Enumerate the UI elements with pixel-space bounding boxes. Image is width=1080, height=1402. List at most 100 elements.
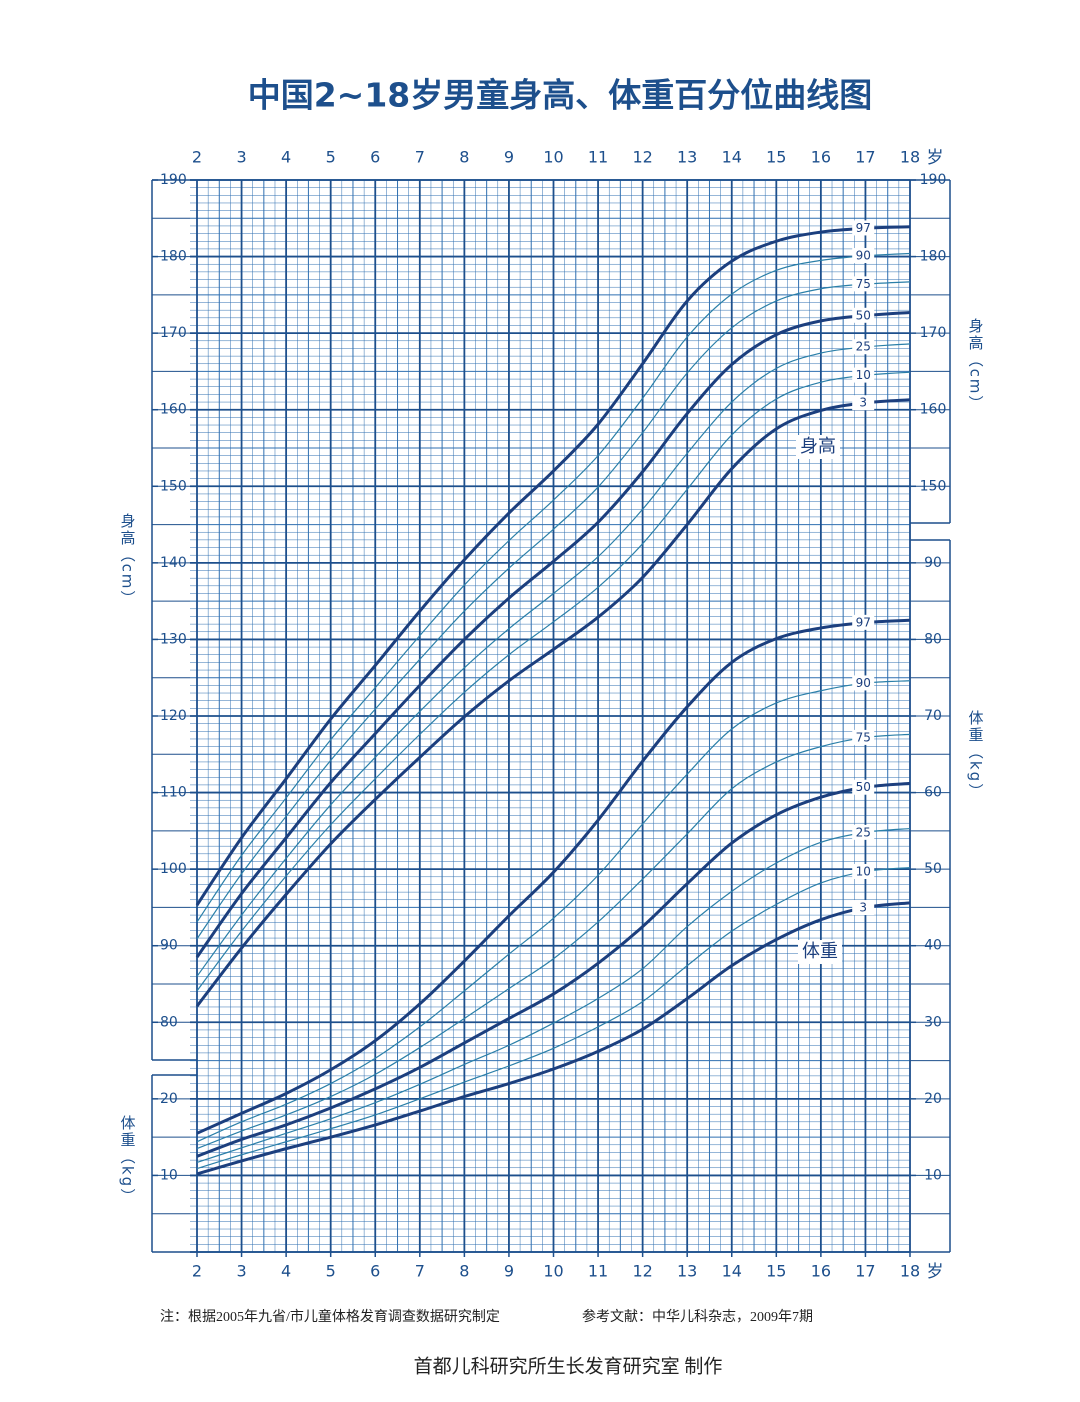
- y-tick-label: 20: [160, 1091, 178, 1107]
- y-tick-label: 10: [160, 1167, 178, 1183]
- label-bg: [852, 824, 875, 840]
- percentile-curve: [196, 781, 911, 1158]
- x-tick-label: 15: [766, 148, 786, 167]
- percentile-label: 90: [856, 676, 871, 690]
- x-tick-label: 9: [504, 1262, 514, 1281]
- percentile-label: 75: [856, 277, 871, 291]
- percentile-curve: [196, 827, 911, 1163]
- percentile-label: 97: [856, 221, 871, 235]
- x-tick-label: 14: [722, 148, 742, 167]
- percentile-label: 25: [856, 825, 871, 839]
- x-tick-label: 10: [543, 148, 563, 167]
- percentile-label: 3: [859, 396, 867, 410]
- x-tick-label: 11: [588, 148, 608, 167]
- y-tick-label: 140: [160, 555, 187, 571]
- label-bg: [852, 900, 875, 916]
- note: 参考文献：中华儿科杂志，2009年7期: [582, 1308, 813, 1325]
- y-tick-label-right: 50: [924, 861, 942, 877]
- label-bg: [852, 864, 875, 880]
- y-axis-label-right: 体重（kg）: [967, 710, 985, 800]
- y-axis-label-right: 身高（cm）: [967, 318, 985, 413]
- percentile-label: 50: [856, 308, 871, 322]
- percentile-curve: [196, 733, 911, 1150]
- label-bg: [852, 276, 875, 292]
- label-bg: [852, 729, 875, 745]
- x-tick-label: 17: [855, 148, 875, 167]
- x-tick-label: 9: [504, 148, 514, 167]
- x-tick-label: 3: [236, 148, 246, 167]
- percentile-curve: [196, 680, 911, 1143]
- curves: [196, 618, 911, 1176]
- y-tick-label: 190: [160, 172, 187, 188]
- x-tick-label: 18: [900, 148, 920, 167]
- x-tick-label: 7: [415, 1262, 425, 1281]
- grid: [152, 179, 950, 1253]
- x-tick-label: 4: [281, 1262, 291, 1281]
- label-bg: [852, 779, 875, 795]
- x-tick-label: 5: [326, 148, 336, 167]
- percentile-label: 10: [856, 368, 871, 382]
- x-tick-label: 12: [632, 148, 652, 167]
- y-tick-label-right: 170: [920, 325, 947, 341]
- percentile-label: 10: [856, 865, 871, 879]
- y-tick-label: 160: [160, 402, 187, 418]
- x-tick-label: 10: [543, 1262, 563, 1281]
- x-tick-label: 13: [677, 148, 697, 167]
- percentile-label: 50: [856, 780, 871, 794]
- y-tick-label: 150: [160, 478, 187, 494]
- x-tick-label: 15: [766, 1262, 786, 1281]
- label-bg: [852, 339, 875, 355]
- percentile-label: 97: [856, 615, 871, 629]
- x-tick-label: 14: [722, 1262, 742, 1281]
- percentile-curve: [195, 398, 911, 1008]
- percentile-label: 3: [859, 901, 867, 915]
- y-tick-label: 130: [160, 631, 187, 647]
- x-unit: 岁: [927, 148, 944, 168]
- y-tick-label: 80: [160, 1014, 178, 1030]
- chart-title: 中国2~18岁男童身高、体重百分位曲线图: [248, 76, 873, 115]
- y-tick-label: 170: [160, 325, 187, 341]
- curve-label: 身高: [800, 436, 836, 457]
- y-tick-label-right: 10: [924, 1167, 942, 1183]
- y-tick-label-right: 30: [924, 1014, 942, 1030]
- percentile-label: 25: [856, 340, 871, 354]
- x-tick-label: 6: [370, 1262, 380, 1281]
- x-tick-label: 5: [326, 1262, 336, 1281]
- y-tick-label: 100: [160, 861, 187, 877]
- label-bg: [852, 395, 875, 411]
- x-tick-label: 8: [459, 1262, 469, 1281]
- y-tick-label-right: 90: [924, 555, 942, 571]
- x-tick-label: 6: [370, 148, 380, 167]
- label-bg: [852, 614, 875, 630]
- y-tick-label: 90: [160, 938, 178, 954]
- percentile-curve: [196, 371, 911, 992]
- percentile-curve: [195, 310, 911, 959]
- percentile-curve: [196, 867, 911, 1170]
- label-bg: [796, 435, 840, 459]
- footer: 首都儿科研究所生长发育研究室 制作: [414, 1355, 723, 1377]
- label-bg: [798, 940, 842, 964]
- label-bg: [852, 367, 875, 383]
- y-axis-label: 身高（cm）: [119, 513, 137, 608]
- y-axis-label: 体重（kg）: [119, 1115, 137, 1205]
- y-tick-label-right: 70: [924, 708, 942, 724]
- x-tick-label: 13: [677, 1262, 697, 1281]
- x-tick-label: 3: [236, 1262, 246, 1281]
- percentile-curve: [196, 901, 911, 1176]
- y-tick-label-right: 60: [924, 785, 942, 801]
- x-tick-label: 7: [415, 148, 425, 167]
- x-tick-label: 18: [900, 1262, 920, 1281]
- y-tick-label-right: 180: [920, 249, 947, 265]
- y-tick-label: 120: [160, 708, 187, 724]
- percentile-label: 90: [856, 249, 871, 263]
- x-tick-label: 17: [855, 1262, 875, 1281]
- x-tick-label: 16: [811, 1262, 831, 1281]
- y-tick-label-right: 190: [920, 172, 947, 188]
- x-tick-label: 16: [811, 148, 831, 167]
- percentile-curve: [195, 225, 911, 906]
- label-bg: [852, 248, 875, 264]
- x-unit: 岁: [927, 1262, 944, 1282]
- label-bg: [852, 220, 875, 236]
- y-tick-label: 110: [160, 785, 187, 801]
- y-tick-label: 180: [160, 249, 187, 265]
